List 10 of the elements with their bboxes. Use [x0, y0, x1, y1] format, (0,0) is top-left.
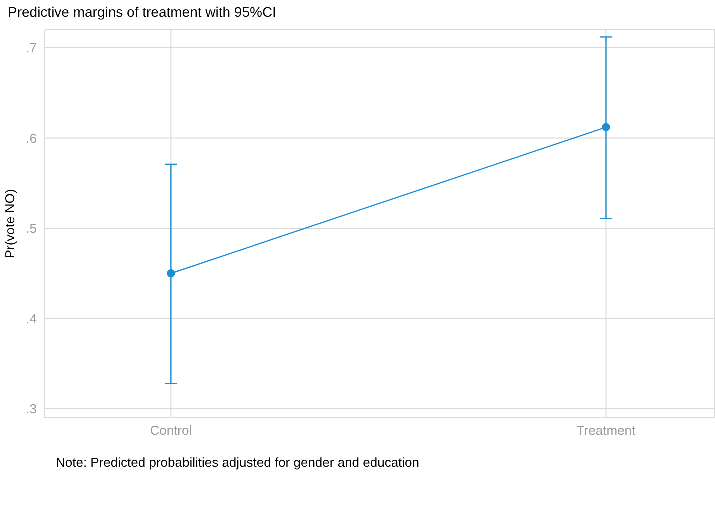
y-tick-label: .6: [26, 130, 37, 146]
y-tick-label: .5: [26, 221, 37, 236]
x-tick-label: Treatment: [576, 423, 636, 438]
y-axis-title: Pr(vote NO): [2, 189, 18, 259]
chart-title: Predictive margins of treatment with 95%CI: [8, 4, 276, 20]
y-tick-label: .4: [26, 311, 37, 326]
text: Note: Predicted probabilities adjusted for gender and education: [56, 455, 420, 470]
y-tick-label: .7: [26, 40, 37, 56]
x-tick-label: Control: [150, 423, 192, 438]
y-tick-label: .3: [26, 402, 37, 417]
